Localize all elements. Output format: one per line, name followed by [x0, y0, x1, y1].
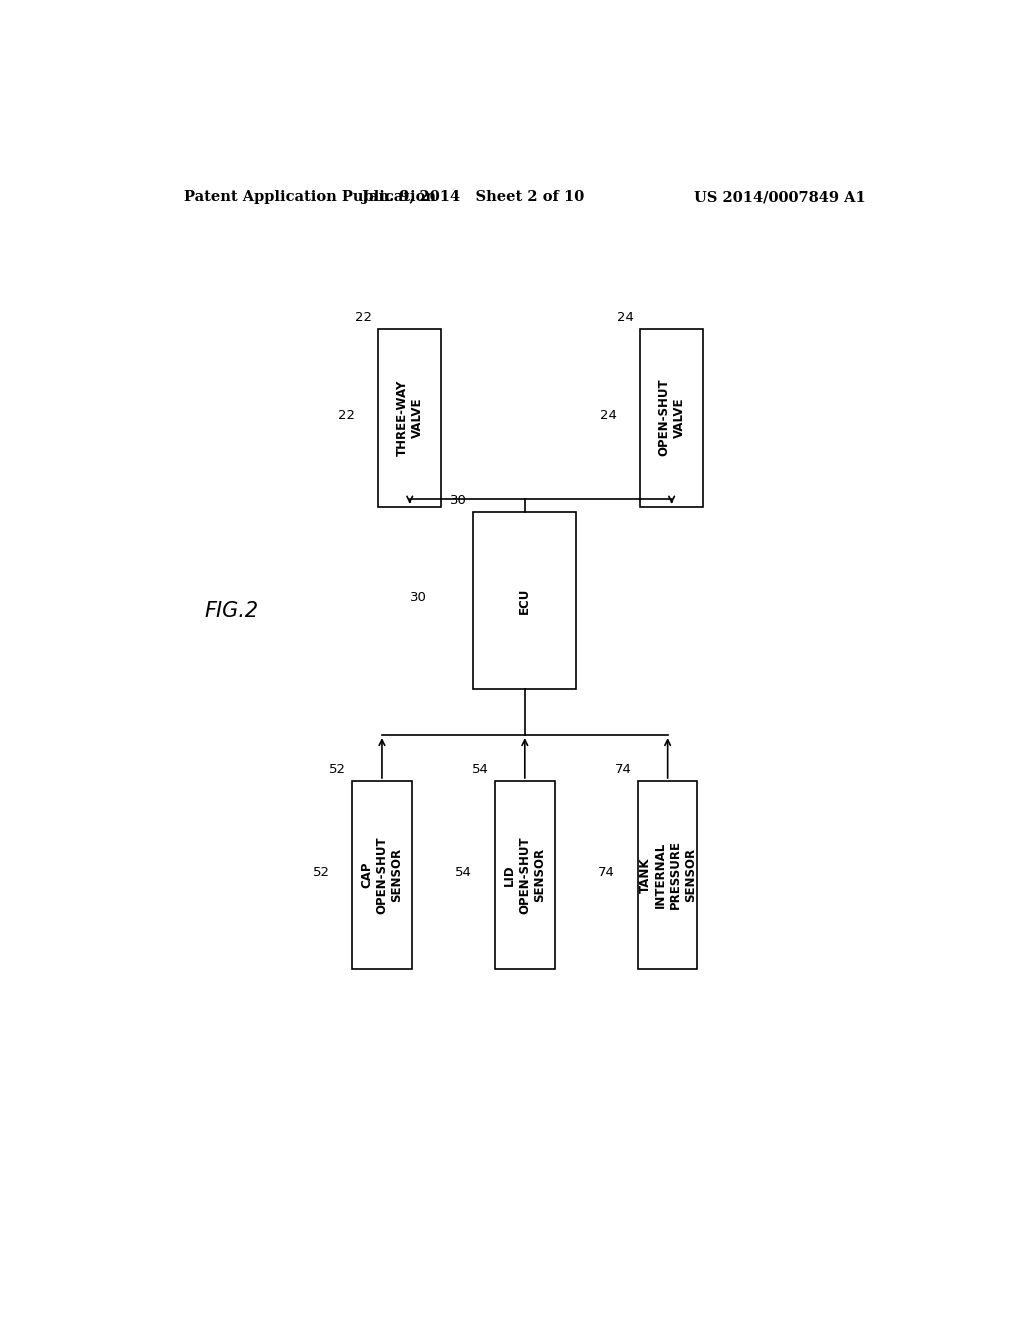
Text: THREE-WAY
VALVE: THREE-WAY VALVE [395, 379, 424, 455]
Text: 24: 24 [616, 310, 634, 323]
Text: 74: 74 [614, 763, 632, 776]
Text: 74: 74 [598, 866, 615, 879]
Text: CAP
OPEN-SHUT
SENSOR: CAP OPEN-SHUT SENSOR [360, 836, 403, 913]
Text: Patent Application Publication: Patent Application Publication [183, 190, 435, 205]
Text: US 2014/0007849 A1: US 2014/0007849 A1 [694, 190, 866, 205]
Text: TANK
INTERNAL
PRESSURE
SENSOR: TANK INTERNAL PRESSURE SENSOR [639, 841, 696, 909]
Text: 52: 52 [329, 763, 346, 776]
Text: 24: 24 [600, 409, 617, 421]
Text: Jan. 9, 2014   Sheet 2 of 10: Jan. 9, 2014 Sheet 2 of 10 [362, 190, 585, 205]
Text: 30: 30 [450, 494, 467, 507]
Text: OPEN-SHUT
VALVE: OPEN-SHUT VALVE [657, 379, 686, 457]
Text: LID
OPEN-SHUT
SENSOR: LID OPEN-SHUT SENSOR [504, 836, 546, 913]
Text: 22: 22 [338, 409, 355, 421]
Bar [473, 512, 577, 689]
Text: 30: 30 [410, 591, 427, 605]
Text: FIG.2: FIG.2 [204, 601, 258, 620]
Bar [352, 781, 412, 969]
Bar [378, 329, 441, 507]
Text: 54: 54 [472, 763, 488, 776]
Text: 54: 54 [456, 866, 472, 879]
Text: 52: 52 [312, 866, 330, 879]
Text: ECU: ECU [518, 587, 531, 614]
Bar [640, 329, 703, 507]
Bar [495, 781, 555, 969]
Bar [638, 781, 697, 969]
Text: 22: 22 [354, 310, 372, 323]
